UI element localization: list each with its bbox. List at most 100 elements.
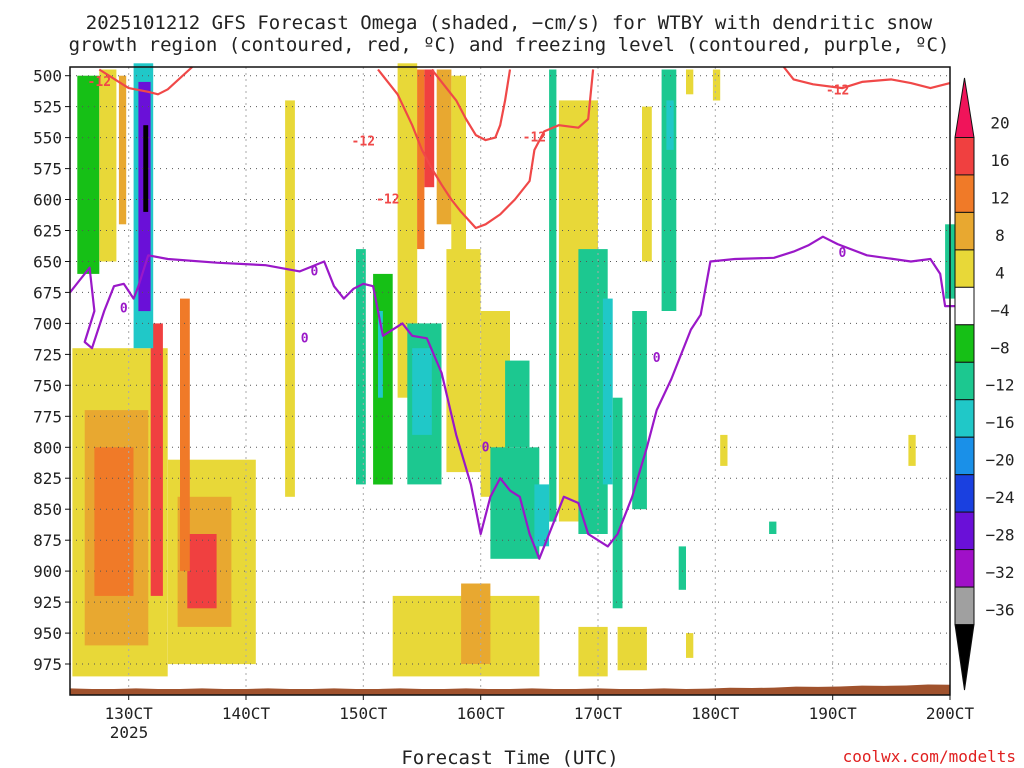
y-tick-label-775: 775 [33, 407, 62, 426]
x-tick-label-7: 200CT [926, 704, 975, 723]
colorbar-segment-9 [954, 436, 975, 476]
colorbar-label-1: 16 [990, 151, 1009, 170]
omega-region-19 [417, 69, 425, 250]
omega-region-45 [720, 434, 728, 466]
chart-title-line-1: 2025101212 GFS Forecast Omega (shaded, −… [86, 12, 933, 34]
x-axis: 130CT 140CT 150CT 160CT 170CT 180CT 190CT 200CT [105, 695, 975, 723]
omega-region-20 [424, 69, 435, 188]
colorbar-label-4: 4 [995, 263, 1005, 282]
y-tick-label-725: 725 [33, 345, 62, 364]
dendritic-minus12-label-0: -12 [88, 75, 111, 90]
colorbar-label-13: −36 [986, 601, 1015, 620]
colorbar-label-2: 12 [990, 188, 1009, 207]
omega-region-5 [187, 534, 217, 609]
x-tick-label-6: 190CT [809, 704, 858, 723]
omega-region-44 [686, 633, 694, 658]
omega-shading [72, 63, 955, 677]
dendritic-minus12-line [98, 66, 193, 96]
colorbar-label-6: −8 [990, 338, 1009, 357]
x-tick-label-2: 150CT [339, 704, 388, 723]
freezing-level-0-label-2: 0 [301, 331, 309, 346]
x-tick-label-0: 130CT [105, 704, 154, 723]
omega-region-37 [666, 100, 674, 150]
colorbar-label-8: −16 [986, 413, 1015, 432]
colorbar-segment-5 [954, 286, 975, 326]
omega-region-28 [534, 484, 550, 547]
colorbar-segment-8 [954, 399, 975, 438]
dendritic-minus12-label-2: -12 [352, 134, 375, 149]
colorbar-label-9: −20 [986, 451, 1015, 470]
omega-region-13 [118, 75, 127, 225]
omega-region-14 [285, 100, 295, 497]
y-tick-label-950: 950 [33, 624, 62, 643]
colorbar-segment-10 [954, 474, 975, 513]
freezing-level-0-label-5: 0 [838, 246, 846, 261]
omega-region-18 [397, 63, 418, 398]
y-tick-label-600: 600 [33, 191, 62, 210]
omega-region-11 [77, 75, 100, 274]
dendritic-minus12-d-line [782, 66, 951, 90]
terrain-strip [70, 684, 950, 695]
y-tick-label-825: 825 [33, 469, 62, 488]
plot-frame [69, 66, 951, 696]
y-tick-label-575: 575 [33, 160, 62, 179]
y-tick-label-925: 925 [33, 593, 62, 612]
colorbar-label-5: −4 [990, 301, 1009, 320]
dendritic-minus12-b-line [377, 68, 595, 230]
omega-region-23 [412, 348, 432, 435]
dendritic-minus12-label-3: -12 [523, 131, 546, 146]
chart-title-line-2: growth region (contoured, red, ºC) and f… [69, 34, 950, 56]
omega-region-47 [908, 434, 916, 466]
y-tick-label-850: 850 [33, 500, 62, 519]
colorbar-segment-0 [954, 77, 975, 138]
omega-region-38 [678, 546, 686, 590]
omega-region-17 [378, 311, 383, 398]
y-tick-label-875: 875 [33, 531, 62, 550]
x-axis-year-label: 2025 [110, 723, 149, 742]
colorbar-segment-7 [954, 361, 975, 401]
omega-region-29 [549, 69, 557, 522]
colorbar-segment-12 [954, 549, 975, 588]
y-tick-label-625: 625 [33, 222, 62, 241]
omega-region-41 [461, 583, 491, 664]
colorbar-label-0: 20 [990, 114, 1009, 133]
x-axis-title: Forecast Time (UTC) [401, 747, 618, 768]
colorbar-label-7: −12 [986, 376, 1015, 395]
credit-link[interactable]: coolwx.com/modelts [843, 747, 1016, 766]
freezing-level-0-label-1: 0 [310, 264, 318, 279]
y-tick-label-675: 675 [33, 283, 62, 302]
colorbar-label-3: 8 [995, 226, 1005, 245]
x-tick-label-3: 160CT [457, 704, 506, 723]
dendritic-minus12-label-1: -12 [376, 193, 399, 208]
omega-region-2 [94, 447, 134, 596]
omega-region-10 [143, 125, 149, 212]
omega-region-32 [602, 298, 613, 485]
y-tick-label-550: 550 [33, 129, 62, 148]
y-tick-label-800: 800 [33, 438, 62, 457]
omega-region-43 [617, 626, 647, 671]
omega-region-27 [505, 360, 530, 448]
colorbar-segment-6 [954, 324, 975, 363]
y-axis: 500 525 550 575 600 625 650 675 700 725 750 775 800 8… [33, 67, 70, 674]
freezing-level-0-label-4: 0 [653, 351, 661, 366]
omega-region-50 [712, 69, 721, 101]
freezing-level-0-label-3: 0 [482, 440, 490, 455]
omega-region-33 [612, 397, 623, 609]
y-tick-label-525: 525 [33, 98, 62, 117]
colorbar-segment-2 [954, 174, 975, 213]
x-tick-label-5: 180CT [691, 704, 740, 723]
x-tick-label-1: 140CT [222, 704, 271, 723]
y-tick-label-700: 700 [33, 314, 62, 333]
colorbar-segment-13 [954, 586, 975, 626]
colorbar-label-11: −28 [986, 526, 1015, 545]
dendritic-minus12-c-line [430, 68, 512, 142]
omega-region-12 [99, 69, 117, 262]
omega-region-7 [180, 298, 190, 572]
omega-region-49 [686, 69, 694, 95]
omega-region-39 [446, 249, 481, 473]
omega-region-6 [150, 323, 163, 596]
colorbar-label-10: −24 [986, 488, 1015, 507]
